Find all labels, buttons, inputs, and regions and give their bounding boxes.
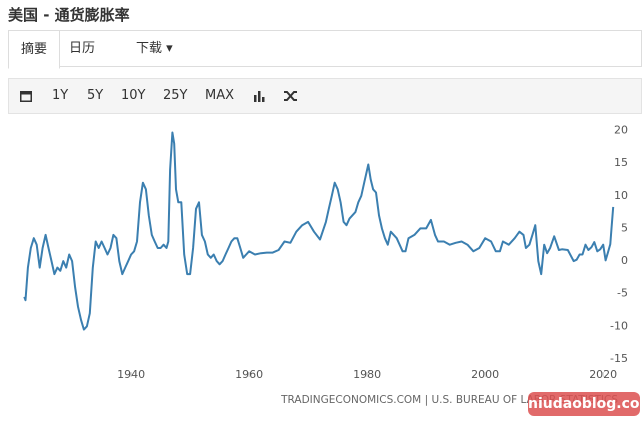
chart: 20 15 10 5 0 -5 -10 -15 1940 1960 1980 2000 2020 — [23, 124, 628, 381]
y-tick-label: 15 — [614, 156, 628, 169]
range-button[interactable]: 5Y — [87, 88, 104, 103]
x-tick-label: 2000 — [471, 368, 499, 381]
tab[interactable]: 摘要 — [8, 30, 61, 69]
range-button[interactable]: 25Y — [163, 88, 188, 103]
y-tick-label: -15 — [610, 352, 628, 365]
y-tick-label: 20 — [614, 124, 628, 137]
tab[interactable]: 日历 — [69, 41, 96, 56]
data-line — [23, 131, 615, 331]
tab[interactable]: 下载 ▾ — [136, 41, 173, 56]
y-tick-label: 10 — [614, 189, 628, 202]
toolbar: 1Y 5Y 10Y 25Y MAX — [8, 78, 642, 114]
x-tick-label: 2020 — [589, 368, 617, 381]
bar-chart-icon[interactable] — [252, 89, 266, 103]
y-tick-label: 5 — [621, 221, 628, 234]
range-button[interactable]: 10Y — [121, 88, 146, 103]
range-button[interactable]: 1Y — [52, 88, 69, 103]
range-button[interactable]: MAX — [205, 88, 235, 103]
page-title: 美国 - 通货膨胀率 — [8, 6, 130, 24]
x-tick-label: 1940 — [117, 368, 145, 381]
tab-bar: 摘要 日历 下载 ▾ — [8, 30, 642, 69]
y-tick-label: -5 — [617, 287, 628, 300]
calendar-icon[interactable] — [19, 89, 33, 103]
y-tick-label: 0 — [621, 254, 628, 267]
x-tick-label: 1980 — [353, 368, 381, 381]
y-tick-label: -10 — [610, 319, 628, 332]
x-tick-label: 1960 — [235, 368, 263, 381]
shuffle-icon[interactable] — [283, 89, 299, 103]
tab-label: 下载 — [136, 41, 163, 56]
watermark: niudaoblog.com — [528, 392, 644, 416]
